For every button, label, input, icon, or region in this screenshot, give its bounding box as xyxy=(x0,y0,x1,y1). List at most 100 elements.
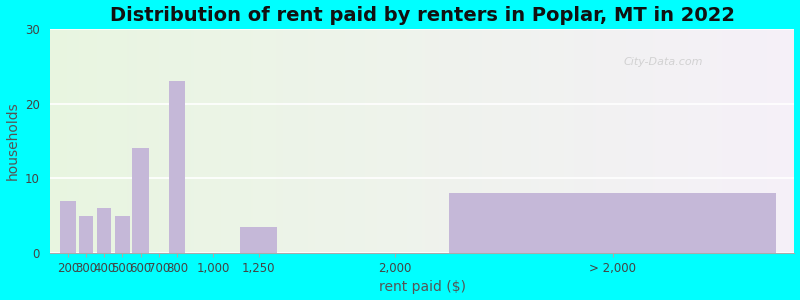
Bar xyxy=(621,29,623,253)
Bar xyxy=(270,29,273,253)
Bar xyxy=(60,29,62,253)
Bar xyxy=(338,29,340,253)
Bar xyxy=(765,29,767,253)
Bar xyxy=(610,29,614,253)
Bar xyxy=(439,29,442,253)
Bar xyxy=(370,29,373,253)
Bar xyxy=(151,29,154,253)
Bar xyxy=(774,29,777,253)
Bar xyxy=(727,29,730,253)
Bar xyxy=(365,29,367,253)
Bar xyxy=(382,29,385,253)
Bar xyxy=(558,29,561,253)
Bar xyxy=(182,29,184,253)
Bar xyxy=(673,29,675,253)
Bar xyxy=(462,29,464,253)
Bar xyxy=(730,29,732,253)
Bar xyxy=(367,29,370,253)
Bar xyxy=(308,29,310,253)
Bar xyxy=(201,29,204,253)
Bar xyxy=(591,29,594,253)
Bar xyxy=(450,193,776,253)
Bar xyxy=(206,29,209,253)
Bar xyxy=(358,29,360,253)
Bar xyxy=(385,29,387,253)
Bar xyxy=(549,29,551,253)
Bar xyxy=(670,29,673,253)
Bar xyxy=(132,29,134,253)
Bar xyxy=(554,29,556,253)
Bar xyxy=(452,29,454,253)
Bar xyxy=(752,29,754,253)
Bar xyxy=(787,29,790,253)
Bar xyxy=(648,29,650,253)
Bar xyxy=(630,29,633,253)
Bar xyxy=(318,29,320,253)
Bar xyxy=(616,29,618,253)
Bar xyxy=(104,29,107,253)
Bar xyxy=(65,29,67,253)
Bar xyxy=(70,29,72,253)
Bar xyxy=(511,29,514,253)
Bar xyxy=(392,29,394,253)
Bar xyxy=(432,29,434,253)
Bar xyxy=(189,29,191,253)
Bar xyxy=(675,29,678,253)
Title: Distribution of rent paid by renters in Poplar, MT in 2022: Distribution of rent paid by renters in … xyxy=(110,6,734,25)
Bar xyxy=(682,29,686,253)
Bar xyxy=(484,29,486,253)
Bar xyxy=(618,29,621,253)
Bar xyxy=(470,29,472,253)
Bar xyxy=(702,29,705,253)
Bar xyxy=(504,29,506,253)
Bar xyxy=(204,29,206,253)
Bar xyxy=(497,29,499,253)
Bar xyxy=(176,29,178,253)
Bar xyxy=(268,29,270,253)
Bar xyxy=(710,29,713,253)
Bar xyxy=(276,29,278,253)
Bar xyxy=(402,29,405,253)
Bar xyxy=(499,29,502,253)
Bar xyxy=(705,29,707,253)
Bar xyxy=(745,29,747,253)
Bar xyxy=(78,215,94,253)
Bar xyxy=(538,29,542,253)
Bar xyxy=(643,29,646,253)
Bar xyxy=(457,29,459,253)
Bar xyxy=(114,29,117,253)
Bar xyxy=(601,29,603,253)
Bar xyxy=(326,29,328,253)
Bar xyxy=(472,29,474,253)
Bar xyxy=(94,29,97,253)
Bar xyxy=(293,29,295,253)
Bar xyxy=(283,29,286,253)
Bar xyxy=(536,29,538,253)
Bar xyxy=(310,29,313,253)
Bar xyxy=(162,29,164,253)
Bar xyxy=(578,29,581,253)
Bar xyxy=(445,29,447,253)
Bar xyxy=(171,29,174,253)
Bar xyxy=(405,29,407,253)
Bar xyxy=(506,29,509,253)
Bar xyxy=(288,29,290,253)
Bar xyxy=(450,29,452,253)
Bar xyxy=(194,29,196,253)
Bar xyxy=(482,29,484,253)
Bar xyxy=(328,29,330,253)
Bar xyxy=(638,29,641,253)
Bar xyxy=(571,29,574,253)
Bar xyxy=(660,29,663,253)
Bar xyxy=(742,29,745,253)
Bar xyxy=(762,29,765,253)
Bar xyxy=(390,29,392,253)
Bar xyxy=(263,29,266,253)
Bar xyxy=(792,29,794,253)
Bar xyxy=(509,29,511,253)
Bar xyxy=(583,29,586,253)
Bar xyxy=(414,29,417,253)
Bar xyxy=(178,29,182,253)
Bar xyxy=(360,29,362,253)
Bar xyxy=(52,29,54,253)
